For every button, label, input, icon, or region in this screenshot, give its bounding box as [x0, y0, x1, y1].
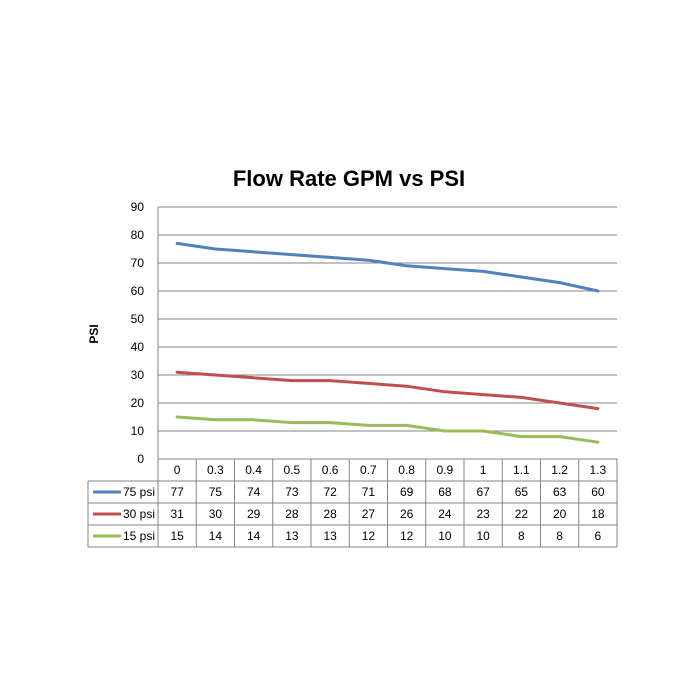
data-label: 30: [209, 507, 223, 521]
legend-label: 75 psi: [123, 485, 155, 499]
series-lines: [175, 241, 600, 444]
x-tick-label: 1: [480, 463, 487, 477]
series-line: [175, 415, 600, 444]
x-tick-label: 0.7: [360, 463, 377, 477]
x-tick-label: 0.5: [284, 463, 301, 477]
x-tick-label: 0.6: [322, 463, 339, 477]
y-tick-label: 40: [131, 340, 145, 354]
y-axis-ticks: 0 10 20 30 40 50 60 70 80 90: [131, 200, 145, 466]
data-label: 15: [170, 529, 184, 543]
data-label: 14: [209, 529, 223, 543]
data-label: 23: [476, 507, 490, 521]
legend-label: 15 psi: [123, 529, 155, 543]
y-tick-label: 90: [131, 200, 145, 214]
data-label: 74: [247, 485, 261, 499]
data-label: 10: [476, 529, 490, 543]
data-label: 71: [362, 485, 376, 499]
y-tick-label: 80: [131, 228, 145, 242]
y-tick-label: 70: [131, 256, 145, 270]
x-tick-label: 1.2: [551, 463, 568, 477]
x-tick-label: 0.3: [207, 463, 224, 477]
data-label: 60: [591, 485, 605, 499]
data-label: 28: [323, 507, 337, 521]
data-table: 0 0.3 0.4 0.5 0.6 0.7 0.8 0.9 1 1.1 1.2 1.3 75 psi 77…: [87, 459, 618, 548]
data-label: 67: [476, 485, 490, 499]
data-label: 13: [285, 529, 299, 543]
x-tick-label: 1.1: [513, 463, 530, 477]
x-tick-label: 1.3: [590, 463, 607, 477]
data-label: 20: [553, 507, 567, 521]
data-label: 68: [438, 485, 452, 499]
data-label: 10: [438, 529, 452, 543]
y-tick-label: 10: [131, 424, 145, 438]
data-label: 69: [400, 485, 414, 499]
data-label: 75: [209, 485, 223, 499]
data-label: 13: [323, 529, 337, 543]
y-tick-label: 30: [131, 368, 145, 382]
data-label: 18: [591, 507, 605, 521]
data-label: 26: [400, 507, 414, 521]
data-label: 24: [438, 507, 452, 521]
data-label: 31: [170, 507, 184, 521]
data-label: 28: [285, 507, 299, 521]
data-label: 12: [362, 529, 376, 543]
data-label: 72: [323, 485, 337, 499]
data-label: 27: [362, 507, 376, 521]
y-tick-label: 50: [131, 312, 145, 326]
data-label: 14: [247, 529, 261, 543]
data-label: 8: [556, 529, 563, 543]
grid-lines: [157, 206, 617, 460]
data-label: 29: [247, 507, 261, 521]
data-label: 6: [595, 529, 602, 543]
data-label: 65: [515, 485, 529, 499]
data-label: 77: [170, 485, 184, 499]
series-line: [175, 241, 600, 293]
series-line: [175, 370, 600, 411]
y-tick-label: 0: [137, 452, 144, 466]
y-tick-label: 20: [131, 396, 145, 410]
x-tick-label: 0.8: [398, 463, 415, 477]
y-tick-label: 60: [131, 284, 145, 298]
data-label: 12: [400, 529, 414, 543]
data-label: 73: [285, 485, 299, 499]
chart-title: Flow Rate GPM vs PSI: [233, 166, 465, 191]
legend-label: 30 psi: [123, 507, 155, 521]
data-label: 8: [518, 529, 525, 543]
y-axis-label: PSI: [87, 324, 101, 343]
x-tick-label: 0: [174, 463, 181, 477]
x-tick-label: 0.4: [245, 463, 262, 477]
x-tick-label: 0.9: [437, 463, 454, 477]
data-label: 63: [553, 485, 567, 499]
data-label: 22: [515, 507, 529, 521]
